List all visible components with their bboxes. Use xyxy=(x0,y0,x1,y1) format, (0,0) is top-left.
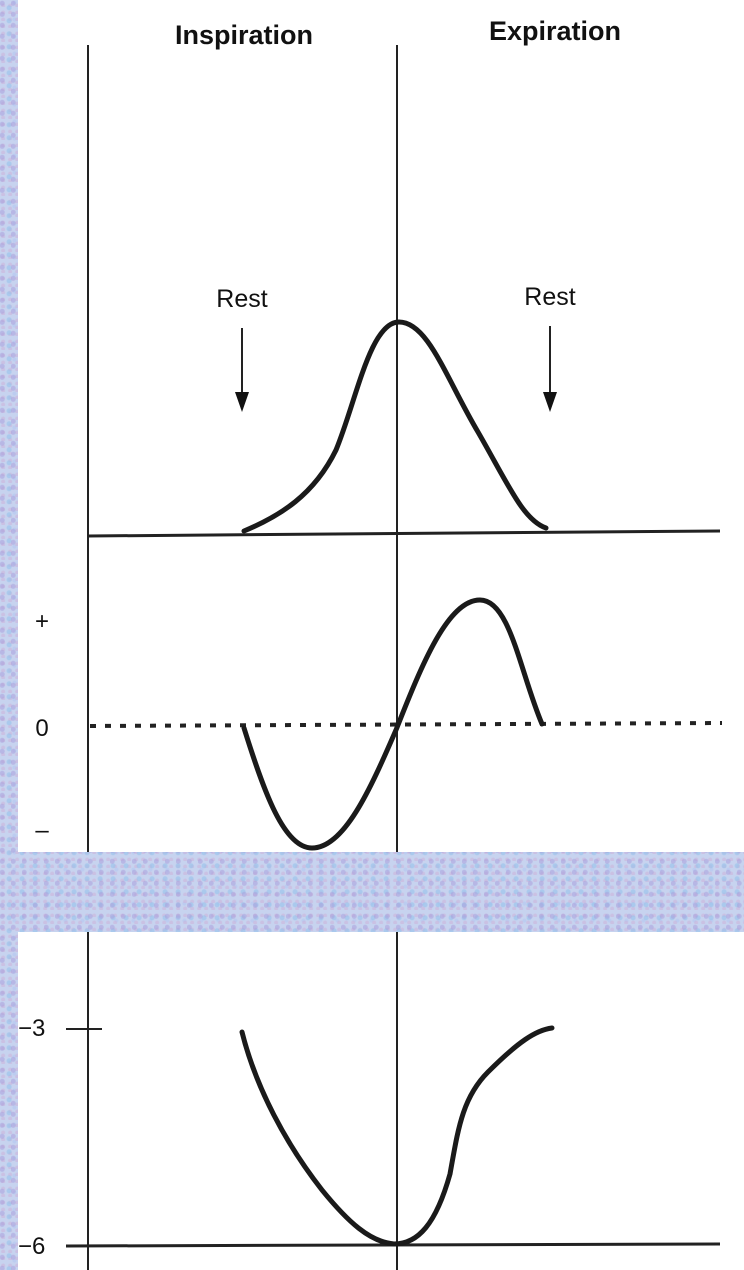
pressure-curve xyxy=(239,1025,555,1247)
header-expiration: Expiration xyxy=(489,16,621,46)
header-inspiration: Inspiration xyxy=(175,20,313,50)
rest-arrowhead-right xyxy=(543,392,557,412)
ytick-minus: – xyxy=(35,817,49,844)
chart-panel-top: Inspiration Expiration Rest Rest + 0 – xyxy=(18,0,744,852)
chart-svg-bottom: −3 −6 xyxy=(18,932,721,1270)
rest-arrowhead-left xyxy=(235,392,249,412)
volume-curve xyxy=(241,319,549,534)
flow-zero-dotted-line xyxy=(89,721,723,728)
volume-baseline xyxy=(87,529,721,538)
chart-svg-top: Inspiration Expiration Rest Rest + 0 – xyxy=(35,16,723,852)
flow-curve xyxy=(241,597,545,851)
rest-label-right: Rest xyxy=(524,283,575,311)
ytick-plus: + xyxy=(35,608,49,635)
rest-label-left: Rest xyxy=(216,285,267,313)
ytick-minus-3: −3 xyxy=(18,1015,45,1042)
ytick-zero: 0 xyxy=(35,715,48,742)
chart-panel-bottom: −3 −6 xyxy=(18,932,744,1270)
ytick-minus-6: −6 xyxy=(18,1233,45,1260)
